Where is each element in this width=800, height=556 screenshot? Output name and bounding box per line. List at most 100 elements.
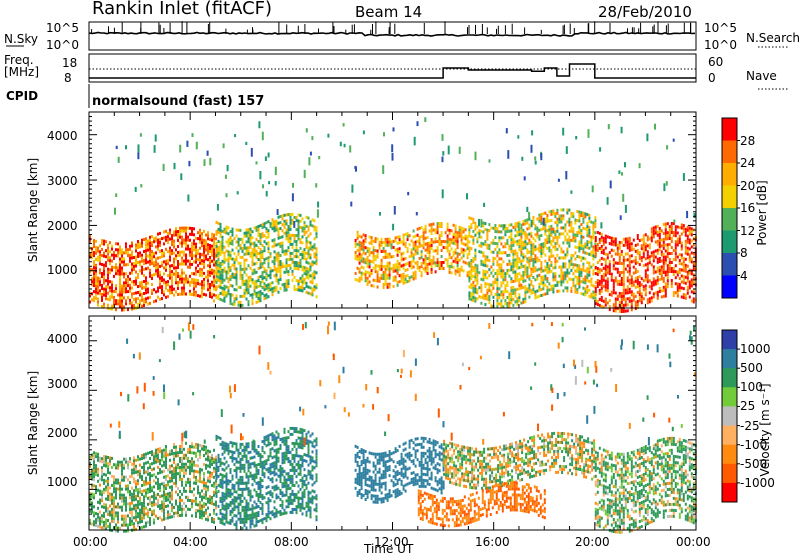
power-cell <box>93 296 95 299</box>
power-cell <box>209 286 211 289</box>
velocity-cell <box>169 459 171 462</box>
power-cell <box>457 270 459 273</box>
power-cell <box>556 236 558 239</box>
power-cell <box>363 233 365 236</box>
power-cell <box>629 270 631 273</box>
power-cell <box>175 230 177 233</box>
power-cell <box>389 238 391 241</box>
power-cell <box>238 304 240 307</box>
velocity-cell <box>125 476 127 479</box>
power-cell <box>385 253 387 256</box>
power-cell <box>536 230 538 233</box>
velocity-cell <box>135 507 137 510</box>
power-cell <box>308 235 310 238</box>
power-cell <box>524 176 526 180</box>
velocity-cell <box>181 484 183 487</box>
velocity-cell <box>119 461 121 464</box>
power-cell <box>645 293 647 296</box>
power-cell <box>582 263 584 266</box>
power-cell <box>262 235 264 238</box>
power-cell <box>607 301 609 304</box>
power-cell <box>607 265 609 268</box>
power-cell <box>238 238 240 241</box>
power-cell <box>617 298 619 301</box>
power-cell <box>201 295 203 298</box>
power-cell <box>540 288 542 291</box>
power-cell <box>675 291 677 294</box>
power-cell <box>369 275 371 278</box>
power-cell <box>681 281 683 284</box>
power-cell <box>387 277 389 280</box>
velocity-cell <box>197 491 199 494</box>
power-cell <box>141 239 143 242</box>
power-cell <box>516 234 518 237</box>
power-cell <box>278 282 280 285</box>
power-cell <box>260 275 262 278</box>
velocity-cell <box>151 453 153 456</box>
power-cell <box>514 264 516 267</box>
power-cell <box>218 273 220 276</box>
power-cell <box>201 271 203 274</box>
power-cell <box>615 238 617 241</box>
power-cell <box>121 255 123 258</box>
velocity-cell <box>171 497 173 500</box>
velocity-cell <box>201 448 203 451</box>
velocity-cell <box>121 461 123 464</box>
power-cell <box>621 292 623 295</box>
power-cell <box>264 225 266 228</box>
power-cell <box>298 280 300 283</box>
power-cell <box>181 227 183 230</box>
power-cell <box>389 262 391 265</box>
power-cell <box>639 284 641 287</box>
power-cell <box>171 243 173 246</box>
power-cell <box>512 286 514 289</box>
power-cell <box>542 278 544 281</box>
power-cell <box>280 236 282 239</box>
power-cell <box>435 270 437 273</box>
power-cell <box>175 278 177 281</box>
power-cell <box>213 276 215 279</box>
power-cell <box>262 256 264 259</box>
power-cell <box>615 280 617 283</box>
power-cell <box>649 291 651 294</box>
power-cell <box>278 234 280 237</box>
power-cell <box>498 263 500 266</box>
power-cell <box>508 299 510 302</box>
power-cell <box>405 245 407 248</box>
power-cell <box>195 255 197 258</box>
power-cell <box>673 294 675 297</box>
velocity-cell <box>163 455 165 458</box>
power-cell <box>482 270 484 273</box>
power-cell <box>399 241 401 244</box>
power-cell <box>262 280 264 283</box>
power-cell <box>665 283 667 286</box>
velocity-cell <box>125 497 127 500</box>
power-cell <box>242 295 244 298</box>
power-cell <box>275 181 277 186</box>
velocity-cell <box>199 504 201 507</box>
power-cell <box>125 278 127 281</box>
power-cell <box>244 259 246 262</box>
power-cell <box>101 299 103 302</box>
power-cell <box>187 239 189 242</box>
power-cell <box>419 257 421 260</box>
power-cell <box>522 265 524 268</box>
power-cell <box>401 274 403 277</box>
power-cell <box>276 286 278 289</box>
power-cell <box>625 298 627 301</box>
power-cell <box>526 260 528 263</box>
power-cell <box>294 288 296 291</box>
power-cell <box>627 258 629 261</box>
power-cell <box>534 257 536 260</box>
velocity-cell <box>155 455 157 458</box>
power-cell <box>679 238 681 241</box>
power-cell <box>265 156 267 161</box>
power-cell <box>141 296 143 299</box>
power-cell <box>274 226 276 229</box>
power-cell <box>665 226 667 229</box>
power-cell <box>312 263 314 266</box>
power-cell <box>447 235 449 238</box>
power-cell <box>131 272 133 275</box>
power-cell <box>276 253 278 256</box>
velocity-cell <box>147 521 149 524</box>
